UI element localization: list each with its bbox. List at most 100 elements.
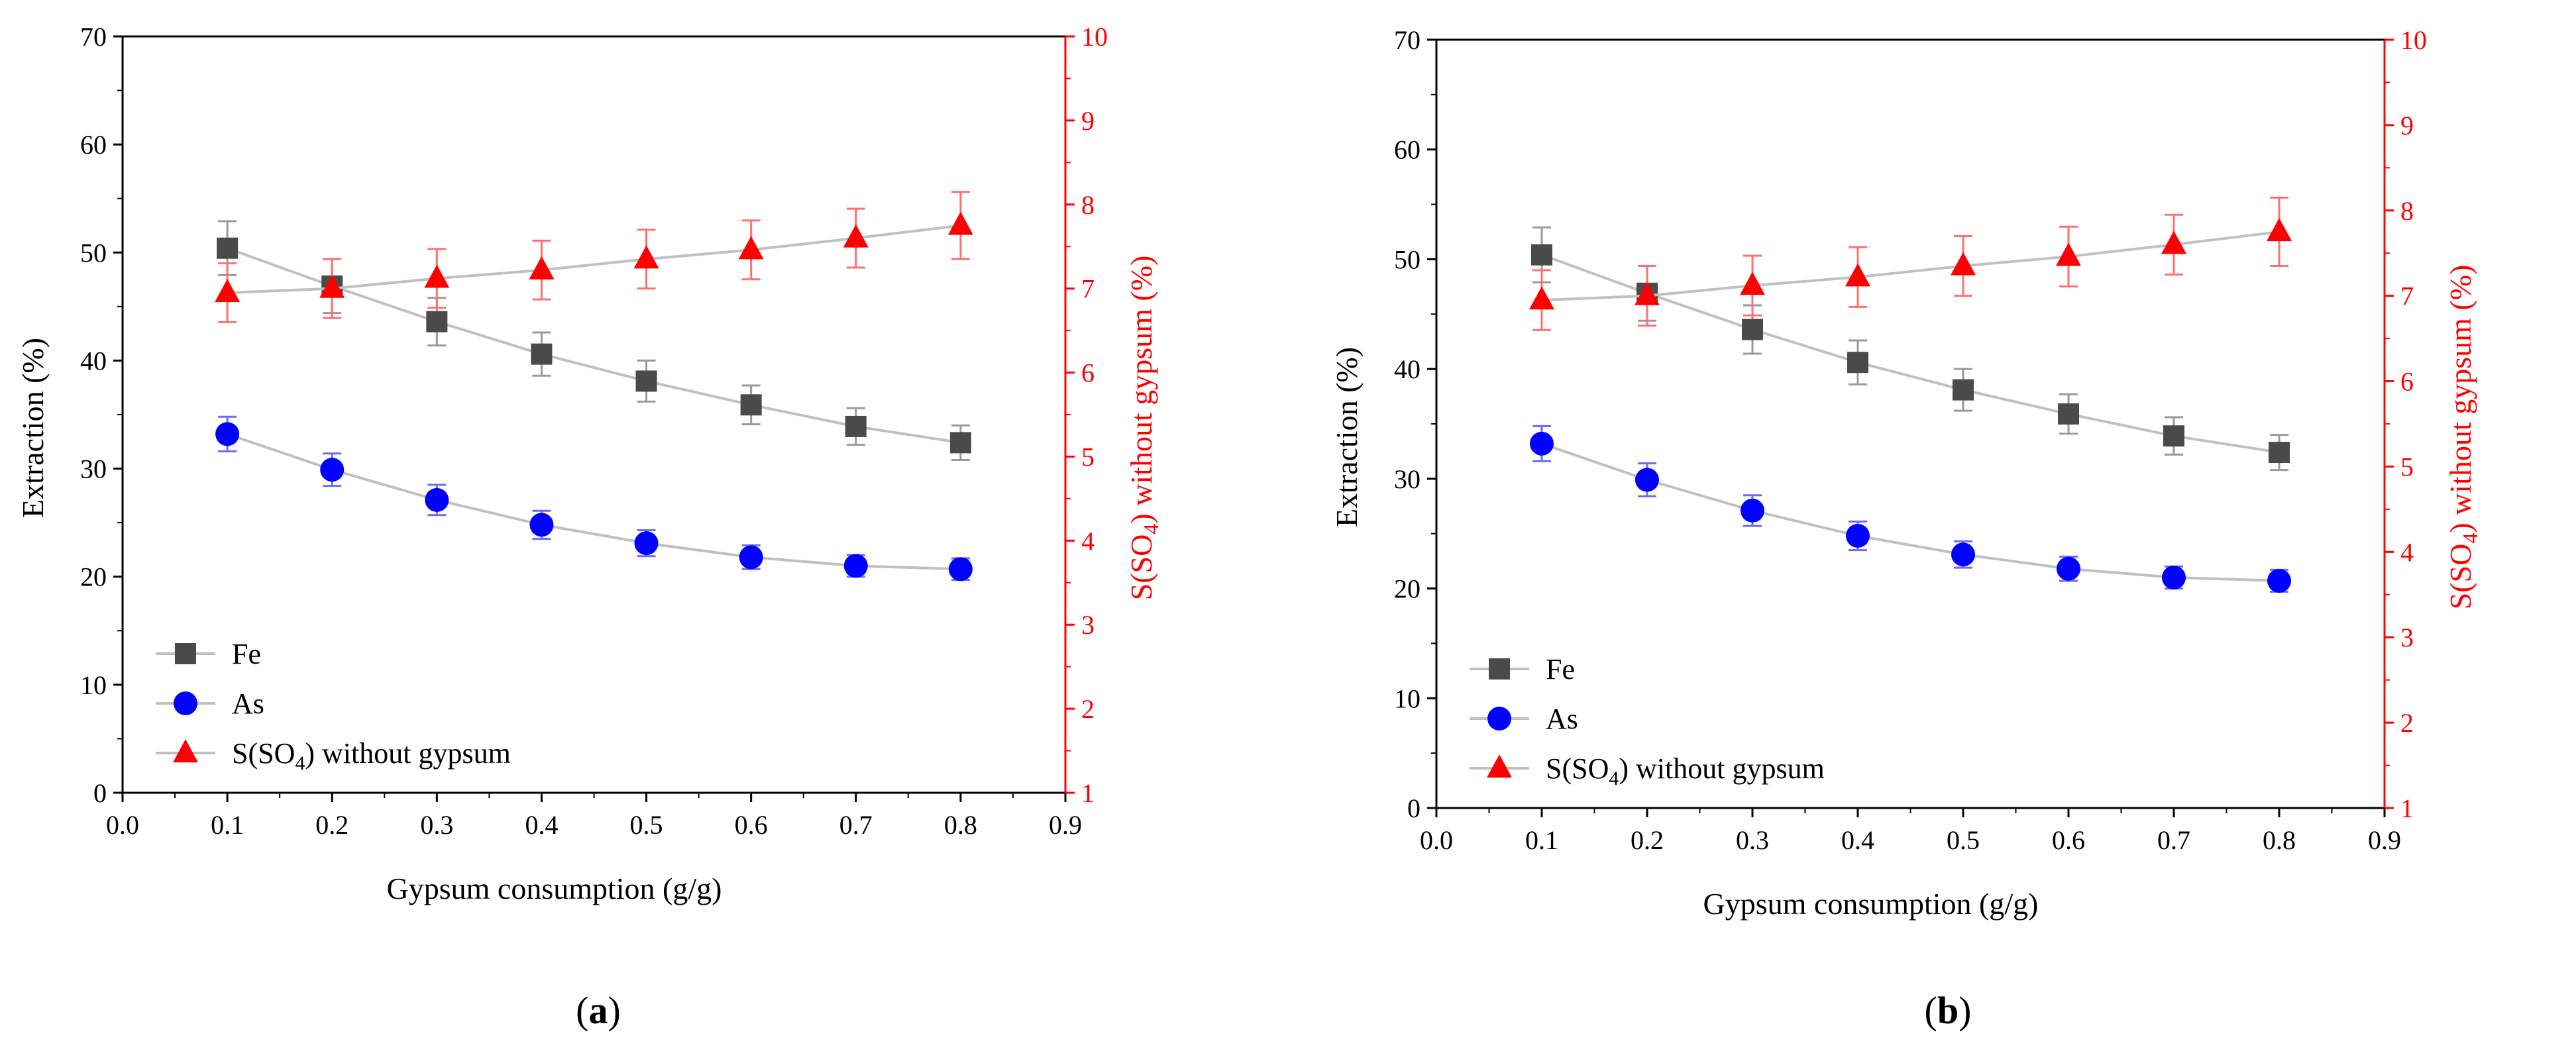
fit-line-circle xyxy=(227,432,961,571)
y-tick-label: 30 xyxy=(80,454,107,484)
data-point-circle xyxy=(634,531,659,556)
x-tick-label: 0.8 xyxy=(944,810,977,840)
data-point-circle xyxy=(1530,431,1554,456)
y2-tick-label: 5 xyxy=(1081,442,1095,472)
legend-marker-square xyxy=(1489,658,1510,680)
data-point-circle xyxy=(1741,498,1764,523)
legend-label: S(SO4) without gypsum xyxy=(232,737,511,774)
x-tick-label: 0.2 xyxy=(1631,825,1664,855)
legend-marker-circle xyxy=(1487,707,1511,731)
y2-tick-label: 8 xyxy=(1081,190,1095,220)
y-tick-label: 20 xyxy=(80,562,107,592)
data-point-triangle xyxy=(1740,272,1765,295)
x-tick-label: 0.6 xyxy=(735,810,768,840)
x-tick-label: 0.7 xyxy=(2157,825,2190,855)
x-tick-label: 0.1 xyxy=(1525,825,1558,855)
data-point-square xyxy=(426,311,448,332)
y-axis-label: Extraction (%) xyxy=(16,338,50,518)
legend-marker-triangle xyxy=(173,739,198,763)
data-point-circle xyxy=(948,557,973,581)
y-tick-label: 50 xyxy=(80,238,107,268)
data-point-square xyxy=(635,370,657,392)
data-point-triangle xyxy=(424,264,450,288)
fit-line-triangle xyxy=(227,224,961,295)
legend-label: As xyxy=(1546,703,1578,735)
y2-tick-label: 4 xyxy=(1081,526,1095,556)
x-tick-label: 0.5 xyxy=(1947,825,1980,855)
data-point-triangle xyxy=(2161,230,2186,254)
y-axis-label: Extraction (%) xyxy=(1330,347,1364,527)
data-point-circle xyxy=(215,422,240,446)
y-tick-label: 60 xyxy=(80,130,107,160)
chart-panel-b: 0.0 0.1 0.2 0.3 0.4 0.5 0.6 0.7 0.8 0.9 0 10 20 30 40 5… xyxy=(1292,0,2551,1061)
data-point-triangle xyxy=(319,274,345,298)
data-point-triangle xyxy=(215,279,241,303)
data-point-square xyxy=(1531,244,1552,266)
x-tick-label: 0.3 xyxy=(1736,825,1769,855)
data-point-circle xyxy=(1635,468,1659,492)
y2-tick-label: 10 xyxy=(1081,22,1108,52)
data-point-triangle xyxy=(2056,242,2081,266)
legend-marker-square xyxy=(175,643,196,664)
data-point-circle xyxy=(739,545,763,570)
data-point-square xyxy=(740,394,762,416)
data-point-triangle xyxy=(1845,263,1870,287)
panel-label: (a) xyxy=(576,989,621,1032)
y-tick-label: 70 xyxy=(80,22,107,52)
x-tick-label: 0.8 xyxy=(2263,825,2296,855)
x-tick-label: 0.0 xyxy=(106,810,139,840)
data-point-circle xyxy=(843,554,868,578)
data-point-square xyxy=(1742,319,1763,340)
data-point-square xyxy=(2269,442,2290,464)
data-point-triangle xyxy=(1529,286,1554,310)
data-point-square xyxy=(845,415,867,437)
data-point-circle xyxy=(320,458,345,482)
y2-tick-label: 2 xyxy=(1081,694,1095,724)
x-tick-label: 0.4 xyxy=(525,810,558,840)
y2-tick-label: 5 xyxy=(2400,452,2414,481)
panel-label: (b) xyxy=(1925,989,1972,1032)
fit-line-triangle xyxy=(1541,230,2280,302)
data-point-square xyxy=(1953,379,1974,401)
data-point-circle xyxy=(529,513,554,537)
data-point-triangle xyxy=(2267,218,2292,242)
x-tick-label: 0.6 xyxy=(2052,825,2085,855)
y2-tick-label: 10 xyxy=(2400,25,2427,55)
y-tick-label: 0 xyxy=(1407,793,1421,823)
y-tick-label: 40 xyxy=(1394,354,1421,384)
y2-tick-label: 7 xyxy=(2400,281,2414,311)
chart-b-svg: 0.0 0.1 0.2 0.3 0.4 0.5 0.6 0.7 0.8 0.9 0 10 20 30 40 5… xyxy=(1330,25,2482,1032)
y2-tick-label: 1 xyxy=(2400,793,2414,823)
y-tick-label: 50 xyxy=(1394,244,1421,274)
data-point-circle xyxy=(1846,524,1870,548)
x-tick-label: 0.0 xyxy=(1420,825,1453,855)
data-point-square xyxy=(2163,425,2184,447)
y2-tick-label: 8 xyxy=(2400,196,2414,226)
y-tick-label: 40 xyxy=(80,346,107,376)
x-tick-label: 0.3 xyxy=(420,810,453,840)
y2-axis-label: S(SO4) without gypsum (%) xyxy=(2443,265,2482,610)
data-point-circle xyxy=(425,487,449,512)
data-point-triangle xyxy=(633,245,659,269)
chart-panel-a: 0.0 0.1 0.2 0.3 0.4 0.5 0.6 0.7 0.8 0.9 0 10 20 30 40 5… xyxy=(0,0,1259,1061)
legend-label: S(SO4) without gypsum xyxy=(1546,752,1825,789)
y2-tick-label: 3 xyxy=(1081,610,1095,640)
legend-label: Fe xyxy=(1546,653,1575,685)
y-tick-label: 10 xyxy=(1394,683,1421,713)
y-tick-label: 30 xyxy=(1394,464,1421,494)
y2-tick-label: 2 xyxy=(2400,708,2414,738)
legend-label: Fe xyxy=(232,638,261,670)
x-tick-label: 0.9 xyxy=(1049,810,1082,840)
y-tick-label: 70 xyxy=(1394,25,1421,55)
legend-marker-circle xyxy=(174,691,197,715)
fit-line-square xyxy=(1541,253,2280,454)
data-point-circle xyxy=(2162,566,2186,589)
y2-tick-label: 9 xyxy=(2400,111,2414,140)
x-tick-label: 0.2 xyxy=(315,810,349,840)
y2-tick-label: 4 xyxy=(2400,537,2414,567)
y-tick-label: 20 xyxy=(1394,574,1421,604)
y2-tick-label: 3 xyxy=(2400,623,2414,652)
x-tick-label: 0.7 xyxy=(839,810,873,840)
x-axis-label: Gypsum consumption (g/g) xyxy=(1703,887,2039,921)
y-tick-label: 0 xyxy=(93,778,107,808)
